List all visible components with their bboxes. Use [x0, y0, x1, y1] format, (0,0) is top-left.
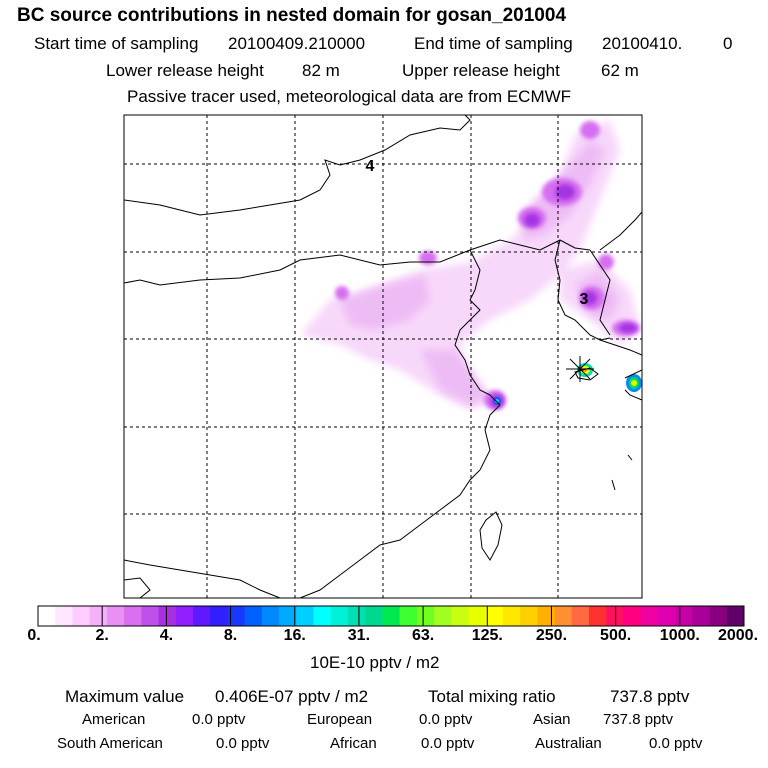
colorbar-swatch — [347, 606, 366, 626]
colorbar-swatch — [227, 606, 246, 626]
colorbar-swatch — [537, 606, 556, 626]
colorbar-tick-label: 125. — [471, 627, 503, 644]
source-asian-name: Asian — [533, 711, 571, 728]
colorbar-tick-label: 2000. — [717, 627, 759, 644]
colorbar-tick-label: 31. — [347, 627, 371, 644]
colorbar-swatch — [657, 606, 676, 626]
colorbar-tick-label: 0. — [27, 627, 41, 644]
end-value: 20100410. — [602, 34, 683, 53]
source-south-american-name: South American — [57, 735, 163, 752]
colorbar-swatch — [520, 606, 538, 626]
colorbar-swatch — [330, 606, 349, 626]
colorbar-swatch — [606, 606, 624, 626]
colorbar-swatch — [175, 606, 194, 626]
colorbar-swatch — [38, 606, 56, 626]
max-value: 0.406E-07 pptv / m2 — [215, 687, 369, 706]
colorbar-swatch — [726, 606, 745, 626]
colorbar-tick-label: 4. — [159, 627, 174, 644]
max-label: Maximum value — [65, 687, 185, 706]
total-value: 737.8 pptv — [610, 687, 690, 706]
colorbar-swatch — [89, 606, 108, 626]
source-american-value: 0.0 pptv — [192, 711, 246, 728]
colorbar-swatch — [124, 606, 142, 626]
end-extra: 0 — [723, 34, 733, 53]
end-label: End time of sampling — [414, 34, 573, 53]
start-value: 20100409.210000 — [228, 34, 366, 53]
source-south-american-value: 0.0 pptv — [216, 735, 270, 752]
colorbar-swatch — [692, 606, 711, 626]
colorbar-swatch — [158, 606, 177, 626]
colorbar-tick-label: 16. — [283, 627, 306, 644]
map-label-4: 4 — [366, 158, 375, 175]
colorbar-tick-label: 8. — [223, 627, 238, 644]
colorbar-tick-label: 2. — [95, 627, 109, 644]
colorbar-swatch — [554, 606, 573, 626]
colorbar-swatch — [571, 606, 590, 626]
colorbar-tick-label: 63. — [411, 627, 435, 644]
colorbar-swatch — [106, 606, 125, 626]
source-australian-value: 0.0 pptv — [649, 735, 703, 752]
source-african-value: 0.0 pptv — [421, 735, 475, 752]
colorbar-swatch — [192, 606, 211, 626]
colorbar-swatch — [141, 606, 160, 626]
source-american-name: American — [82, 711, 146, 728]
colorbar-tick-label: 1000. — [659, 627, 700, 644]
total-label: Total mixing ratio — [428, 687, 556, 706]
colorbar-swatch — [485, 606, 504, 626]
colorbar-swatch — [468, 606, 487, 626]
colorbar-swatch — [55, 606, 73, 626]
colorbar-swatch — [296, 606, 315, 626]
map-frame — [123, 114, 643, 599]
grid-lines — [124, 115, 642, 598]
colorbar-tick-label: 250. — [535, 627, 568, 644]
map-label-3: 3 — [580, 291, 589, 308]
source-asian-value: 737.8 pptv — [603, 711, 674, 728]
source-australian-name: Australian — [535, 735, 602, 752]
colorbar-swatch — [313, 606, 332, 626]
colorbar-tick-label: 500. — [600, 627, 632, 644]
upper-value: 62 m — [601, 61, 639, 80]
lower-value: 82 m — [302, 61, 340, 80]
source-african-name: African — [330, 735, 377, 752]
colorbar-swatch — [709, 606, 728, 626]
colorbar-swatch — [72, 606, 91, 626]
source-european-name: European — [307, 711, 373, 728]
colorbar-frame — [37, 605, 745, 627]
start-label: Start time of sampling — [34, 34, 199, 53]
colorbar-swatch — [382, 606, 401, 626]
colorbar-swatch — [451, 606, 469, 626]
colorbar-swatch — [244, 606, 263, 626]
colorbar-swatch — [589, 606, 607, 626]
colorbar-swatch — [279, 606, 297, 626]
colorbar-swatch — [434, 606, 452, 626]
colorbar-swatch — [640, 606, 659, 626]
colorbar-swatch — [261, 606, 280, 626]
colorbar-swatch — [399, 606, 418, 626]
colorbar-swatch — [623, 606, 642, 626]
upper-label: Upper release height — [402, 61, 560, 80]
colorbar-unit: 10E-10 pptv / m2 — [310, 653, 440, 672]
colorbar-swatch — [502, 606, 521, 626]
chart-title: BC source contributions in nested domain… — [17, 5, 567, 26]
colorbar-swatch — [416, 606, 435, 626]
receptor-marker-icon — [566, 356, 594, 382]
lower-label: Lower release height — [106, 61, 264, 80]
note: Passive tracer used, meteorological data… — [127, 87, 572, 106]
colorbar-swatch — [365, 606, 383, 626]
colorbar-swatch — [675, 606, 693, 626]
colorbar — [38, 606, 745, 626]
source-european-value: 0.0 pptv — [419, 711, 473, 728]
colorbar-swatch — [210, 606, 228, 626]
